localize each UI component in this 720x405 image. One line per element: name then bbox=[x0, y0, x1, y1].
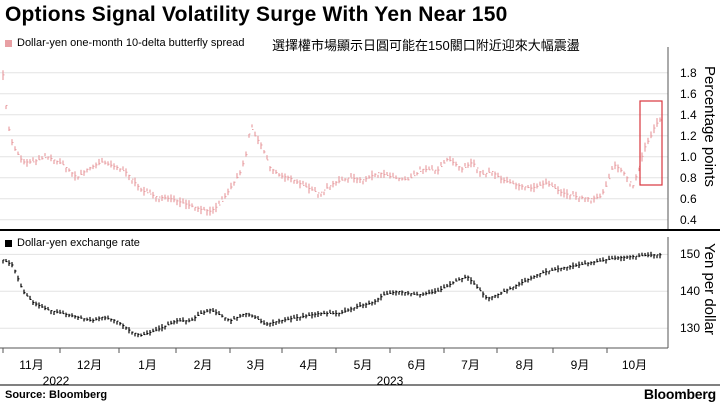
lower-legend: Dollar-yen exchange rate bbox=[5, 237, 140, 249]
upper-y-axis-label: Percentage points bbox=[701, 66, 718, 187]
x-month-label: 12月 bbox=[76, 358, 103, 372]
lower-legend-label: Dollar-yen exchange rate bbox=[17, 237, 140, 249]
upper-y-tick-label: 1.2 bbox=[680, 128, 697, 143]
x-month-label: 3月 bbox=[246, 358, 266, 372]
upper-y-tick-label: 1.4 bbox=[680, 107, 697, 122]
upper-y-tick-label: 0.6 bbox=[680, 191, 697, 206]
year-label-2023: 2023 bbox=[376, 374, 404, 388]
upper-legend: Dollar-yen one-month 10-delta butterfly … bbox=[5, 37, 244, 49]
x-month-label: 6月 bbox=[407, 358, 427, 372]
upper-legend-swatch bbox=[5, 39, 12, 47]
x-month-label: 1月 bbox=[138, 358, 157, 372]
upper-y-tick-label: 1.0 bbox=[680, 149, 697, 164]
upper-y-tick-label: 1.8 bbox=[680, 65, 697, 80]
x-month-label: 5月 bbox=[353, 358, 373, 372]
lower-y-tick-label: 140 bbox=[680, 284, 701, 299]
lower-legend-swatch bbox=[5, 239, 12, 247]
year-label-2022: 2022 bbox=[42, 374, 70, 388]
x-month-label: 10月 bbox=[621, 358, 648, 372]
x-month-label: 8月 bbox=[515, 358, 535, 372]
x-month-label: 2月 bbox=[193, 358, 213, 372]
x-month-label: 9月 bbox=[570, 358, 590, 372]
lower-y-tick-label: 150 bbox=[680, 247, 701, 262]
upper-legend-label: Dollar-yen one-month 10-delta butterfly … bbox=[17, 37, 245, 49]
upper-y-tick-label: 0.4 bbox=[680, 212, 697, 227]
x-month-label: 4月 bbox=[299, 358, 319, 372]
x-month-label: 7月 bbox=[461, 358, 480, 372]
bloomberg-logo: Bloomberg bbox=[643, 386, 716, 402]
source-note: Source: Bloomberg bbox=[5, 389, 108, 401]
lower-y-axis-label: Yen per dollar bbox=[701, 243, 718, 336]
annotation-text: 選擇權市場顯示日圓可能在150關口附近迎來大幅震盪 bbox=[272, 38, 580, 53]
upper-y-tick-label: 0.8 bbox=[680, 170, 697, 185]
x-month-label: 11月 bbox=[19, 358, 44, 372]
chart-title: Options Signal Volatility Surge With Yen… bbox=[5, 3, 508, 26]
lower-y-tick-label: 130 bbox=[680, 321, 701, 336]
highlight-box bbox=[639, 100, 663, 186]
upper-y-tick-label: 1.6 bbox=[680, 86, 697, 101]
